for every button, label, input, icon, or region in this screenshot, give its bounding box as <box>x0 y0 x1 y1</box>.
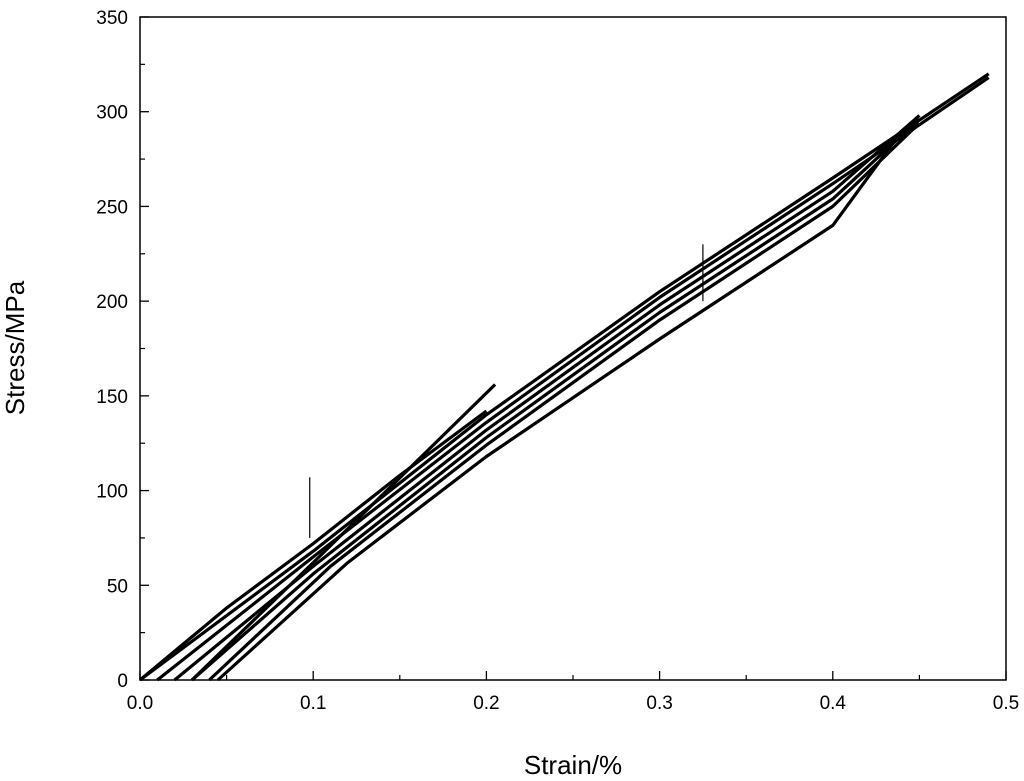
series-line <box>139 72 990 682</box>
y-tick-label: 50 <box>107 576 128 597</box>
series-line <box>190 383 497 682</box>
y-tick-label: 200 <box>96 292 128 313</box>
x-tick-label: 0.5 <box>993 693 1019 714</box>
data-series <box>138 72 990 682</box>
y-tick-label: 150 <box>96 387 128 408</box>
y-tick-label: 250 <box>96 197 128 218</box>
series-line <box>190 118 921 682</box>
series-line <box>216 129 904 682</box>
x-axis-title: Strain/% <box>524 750 622 780</box>
y-axis-title: Stress/MPa <box>0 280 30 415</box>
series-line <box>156 76 990 682</box>
x-tick-label: 0.4 <box>820 693 847 714</box>
plot-frame <box>139 16 1007 681</box>
data-spikes <box>309 244 704 538</box>
axis-ticks <box>139 16 1007 681</box>
y-tick-label: 350 <box>96 8 128 29</box>
series-line <box>208 121 921 682</box>
x-tick-label: 0.2 <box>473 693 499 714</box>
x-tick-label: 0.1 <box>300 693 326 714</box>
axis-tick-labels: 0.0 0.1 0.2 0.3 0.4 0.5 0 50 100 150 200 250 300 350 <box>96 8 1019 714</box>
x-tick-label: 0.3 <box>646 693 672 714</box>
x-tick-label: 0.0 <box>127 693 153 714</box>
y-tick-label: 300 <box>96 103 128 124</box>
series-line <box>138 409 488 682</box>
y-tick-label: 100 <box>96 482 128 503</box>
y-tick-label: 0 <box>117 671 128 692</box>
